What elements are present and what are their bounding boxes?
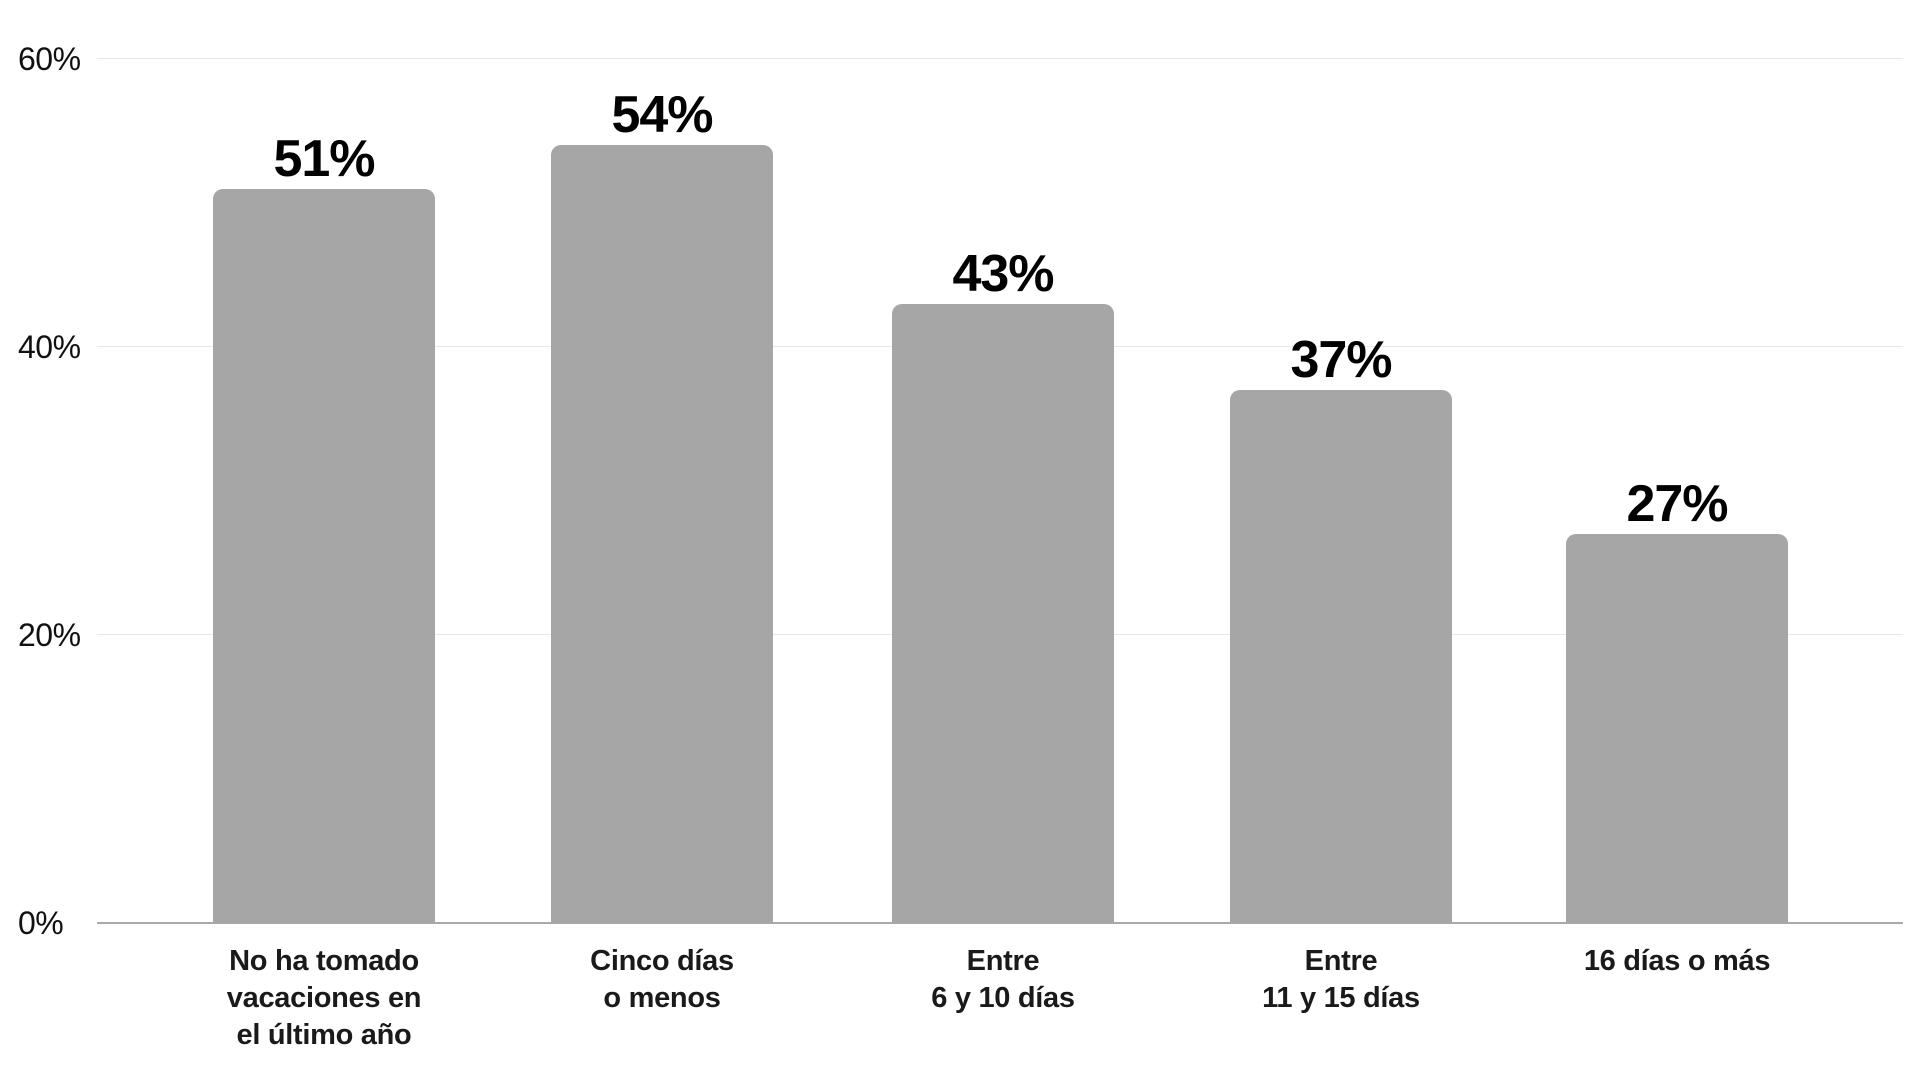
x-axis-category-label: 16 días o más: [1583, 945, 1771, 977]
x-axis-category-label: Entre 11 y 15 días: [1262, 945, 1420, 1014]
bar-value-label: 43%: [952, 245, 1054, 303]
y-axis-tick-label: 60%: [18, 41, 81, 77]
y-axis-tick-label: 40%: [18, 329, 81, 365]
y-axis-tick-label: 0%: [18, 905, 64, 941]
bar-value-label: 51%: [273, 130, 375, 188]
bar: [551, 145, 773, 923]
bar: [213, 189, 435, 923]
gridline: [97, 58, 1903, 59]
bar-value-label: 37%: [1290, 331, 1392, 389]
y-axis-tick-label: 20%: [18, 617, 81, 653]
x-axis-category-label: No ha tomado vacaciones en el último año: [226, 945, 422, 1051]
x-axis-line: [97, 922, 1903, 924]
bar: [1230, 390, 1452, 923]
bar: [892, 304, 1114, 923]
x-axis-category-label: Cinco días o menos: [590, 945, 734, 1014]
bar-value-label: 54%: [611, 86, 713, 144]
bar-value-label: 27%: [1626, 475, 1728, 533]
x-axis-category-label: Entre 6 y 10 días: [931, 945, 1075, 1014]
bar: [1566, 534, 1788, 923]
